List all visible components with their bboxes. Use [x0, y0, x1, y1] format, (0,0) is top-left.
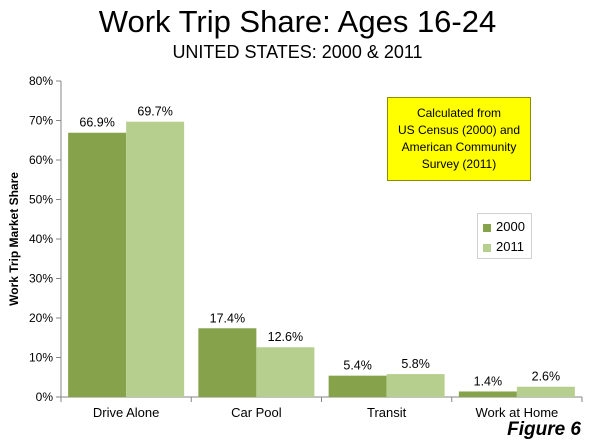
data-label: 5.4% [343, 359, 372, 373]
source-note-line: Survey (2011) [421, 157, 497, 171]
category-label: Car Pool [231, 405, 282, 420]
category-label: Transit [367, 405, 407, 420]
y-tick-label: 20% [29, 311, 53, 325]
data-label: 69.7% [137, 105, 172, 119]
legend-label: 2000 [496, 219, 525, 234]
y-tick-label: 0% [36, 390, 54, 404]
data-label: 17.4% [210, 311, 245, 325]
source-note-line: US Census (2000) and [397, 123, 521, 137]
y-tick-label: 10% [29, 351, 53, 365]
legend: 2000 2011 [477, 213, 532, 259]
bar-2000-3 [458, 391, 517, 397]
y-tick-label: 30% [29, 272, 53, 286]
y-tick-label: 50% [29, 193, 53, 207]
y-tick-label: 40% [29, 232, 53, 246]
chart-subtitle: UNITED STATES: 2000 & 2011 [172, 42, 423, 62]
legend-item-2011: 2011 [483, 239, 524, 254]
data-label: 2.6% [532, 370, 561, 384]
data-label: 1.4% [474, 374, 503, 388]
source-note-line: American Community [401, 140, 517, 154]
bar-2011-3 [516, 386, 575, 397]
y-axis-label: Work Trip Market Share [7, 172, 21, 306]
figure-label: Figure 6 [507, 419, 581, 440]
data-label: 12.6% [268, 330, 303, 344]
legend-item-2000: 2000 [483, 219, 525, 234]
data-label: 66.9% [79, 116, 114, 130]
chart-title: Work Trip Share: Ages 16-24 [98, 4, 497, 39]
bar-2000-2 [328, 375, 387, 397]
y-tick-label: 80% [29, 74, 53, 88]
y-tick-label: 70% [29, 114, 53, 128]
category-label: Work at Home [475, 405, 558, 420]
bar-2011-1 [256, 347, 315, 397]
bar-2011-0 [126, 121, 185, 397]
category-label: Drive Alone [93, 405, 159, 420]
legend-label: 2011 [496, 239, 524, 254]
bar-2000-0 [68, 132, 127, 397]
y-tick-label: 60% [29, 153, 53, 167]
source-note: Calculated from US Census (2000) and Ame… [387, 97, 531, 181]
bar-2011-2 [386, 374, 445, 397]
legend-swatch [483, 223, 491, 232]
data-label: 5.8% [401, 357, 430, 371]
source-note-line: Calculated from [416, 106, 502, 120]
bar-2000-1 [198, 328, 257, 397]
legend-swatch [483, 243, 491, 252]
